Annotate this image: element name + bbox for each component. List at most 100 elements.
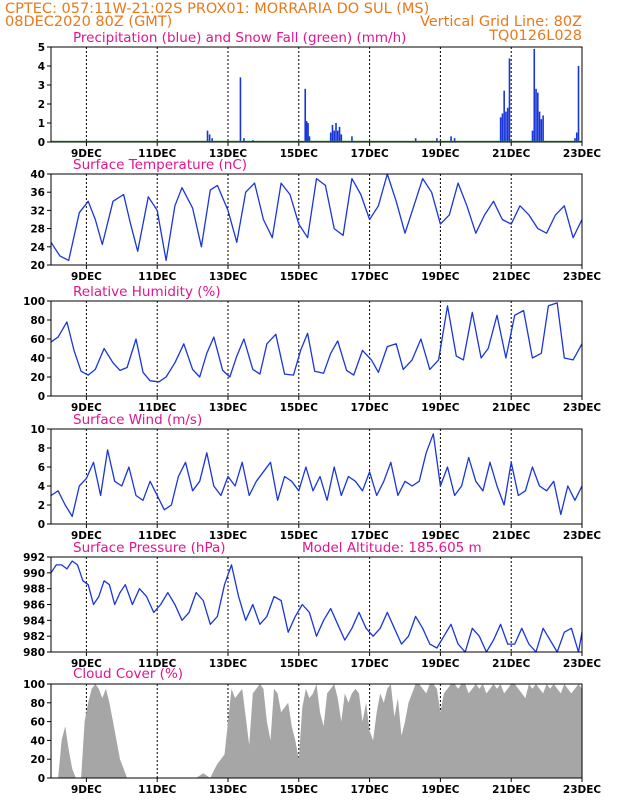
pressure-xtick-label: 11DEC — [138, 658, 177, 670]
temperature-ytick-label: 32 — [30, 205, 45, 217]
precip-bar — [450, 136, 452, 142]
cloud-xtick-label: 13DEC — [209, 784, 248, 796]
precip-xtick-label: 13DEC — [209, 148, 248, 160]
cloud-ytick-label: 80 — [30, 698, 45, 710]
pressure-line — [50, 560, 583, 653]
humidity-ytick-label: 60 — [30, 334, 45, 346]
precip-xtick-label: 19DEC — [421, 148, 460, 160]
precip-bar — [305, 121, 308, 142]
precip-bar — [501, 113, 504, 142]
cloud-panel: 0 20 40 60 80 100 9DEC 11DEC 13DEC 15DEC 17DEC 19DE… — [23, 679, 601, 796]
wind-xtick-label: 23DEC — [563, 530, 602, 542]
precip-bar — [211, 138, 213, 142]
temperature-frame — [50, 173, 583, 266]
wind-ytick-label: 0 — [38, 519, 45, 531]
precip-bar — [243, 138, 245, 142]
precip-bar — [206, 130, 209, 142]
precip-bar — [340, 134, 343, 142]
precip-ytick-label: 5 — [38, 42, 45, 54]
precip-bar — [575, 132, 578, 142]
precip-bar — [538, 111, 541, 142]
temperature-xtick-label: 13DEC — [209, 271, 248, 283]
pressure-xtick-label: 17DEC — [350, 658, 389, 670]
precip-bar — [453, 138, 456, 142]
humidity-panel: 0 20 40 60 80 100 9DEC 11DEC 13DEC 15DEC 17DEC 19DE… — [23, 296, 601, 414]
cloud-xtick-label: 23DEC — [563, 784, 602, 796]
pressure-xtick-label: 13DEC — [209, 658, 248, 670]
temperature-ytick-label: 20 — [30, 260, 45, 272]
precip-bar — [540, 119, 543, 142]
humidity-ytick-label: 80 — [30, 315, 45, 327]
temperature-ytick-label: 36 — [30, 187, 45, 199]
humidity-xtick-label: 11DEC — [138, 402, 177, 414]
temperature-title: Surface Temperature (nC) — [73, 157, 247, 173]
wind-line — [50, 433, 583, 518]
cloud-xtick-label: 11DEC — [138, 784, 177, 796]
precip-bar — [574, 138, 576, 142]
humidity-xtick-label: 21DEC — [492, 402, 531, 414]
precip-bar — [308, 136, 311, 142]
precip-title: Precipitation (blue) and Snow Fall (gree… — [73, 30, 406, 46]
temperature-line — [50, 173, 583, 262]
precip-bar — [331, 124, 334, 142]
cloud-area — [51, 684, 582, 778]
pressure-xtick-label: 19DEC — [421, 658, 460, 670]
wind-xtick-label: 19DEC — [421, 530, 460, 542]
pressure-ytick-label: 980 — [23, 647, 45, 659]
precip-xtick-label: 15DEC — [280, 148, 319, 160]
precip-ytick-label: 2 — [38, 99, 45, 111]
cloud-xtick-label: 9DEC — [71, 784, 102, 796]
pressure-ytick-label: 992 — [23, 552, 45, 564]
run-date: 08DEC2020 80Z (GMT) — [5, 14, 172, 30]
pressure-panel: 980 982 984 986 988 990 992 9DEC 11DEC 13DEC 15DEC… — [23, 552, 601, 670]
precip-bar — [436, 138, 438, 142]
precip-bar — [542, 115, 544, 142]
precip-ytick-label: 3 — [38, 80, 45, 92]
precip-bar — [506, 107, 509, 142]
precip-bar — [335, 123, 337, 142]
precip-panel: 0 1 2 3 4 5 9DEC 11DEC 13DEC 15DEC 17DEC 19DEC 21DEC… — [38, 42, 602, 160]
wind-xtick-label: 9DEC — [71, 530, 102, 542]
cloud-xtick-label: 21DEC — [492, 784, 531, 796]
precip-bar — [531, 130, 534, 142]
pressure-ytick-label: 984 — [23, 615, 45, 627]
temperature-xtick-label: 11DEC — [138, 271, 177, 283]
pressure-frame — [50, 556, 583, 653]
precip-bar — [208, 134, 211, 142]
precip-bar — [338, 126, 341, 142]
precip-bar — [508, 58, 511, 142]
humidity-frame — [50, 300, 583, 397]
wind-panel: 0 2 4 6 8 10 9DEC 11DEC 13DEC 15DEC 17DEC 19DEC 21DE… — [30, 424, 601, 542]
temperature-xtick-label: 23DEC — [563, 271, 602, 283]
wind-title: Surface Wind (m/s) — [73, 412, 202, 428]
precip-bar — [414, 138, 417, 142]
cloud-title: Cloud Cover (%) — [73, 666, 183, 682]
temperature-xtick-label: 17DEC — [350, 271, 389, 283]
precip-frame — [50, 46, 583, 143]
temperature-ytick-label: 24 — [30, 242, 45, 254]
humidity-xtick-label: 17DEC — [350, 402, 389, 414]
pressure-ytick-label: 986 — [23, 600, 45, 612]
precip-bar — [329, 132, 332, 142]
humidity-ytick-label: 20 — [30, 372, 45, 384]
cloud-ytick-label: 100 — [23, 679, 45, 691]
pressure-xtick-label: 15DEC — [280, 658, 319, 670]
pressure-ytick-label: 982 — [23, 631, 45, 643]
humidity-xtick-label: 15DEC — [280, 402, 319, 414]
precip-bar — [239, 77, 242, 142]
cloud-xtick-label: 15DEC — [280, 784, 319, 796]
cloud-frame — [50, 683, 583, 779]
precip-xtick-label: 11DEC — [138, 148, 177, 160]
precip-ytick-label: 0 — [38, 137, 45, 149]
precip-bar — [307, 123, 309, 142]
precip-bar — [503, 90, 505, 142]
humidity-xtick-label: 19DEC — [421, 402, 460, 414]
temperature-xtick-label: 15DEC — [280, 271, 319, 283]
wind-ytick-label: 8 — [38, 443, 45, 455]
humidity-ytick-label: 100 — [23, 296, 45, 308]
humidity-line — [50, 302, 583, 383]
precip-bar — [333, 130, 336, 142]
wind-xtick-label: 13DEC — [209, 530, 248, 542]
precip-bar — [533, 48, 536, 142]
precip-xtick-label: 9DEC — [71, 148, 102, 160]
